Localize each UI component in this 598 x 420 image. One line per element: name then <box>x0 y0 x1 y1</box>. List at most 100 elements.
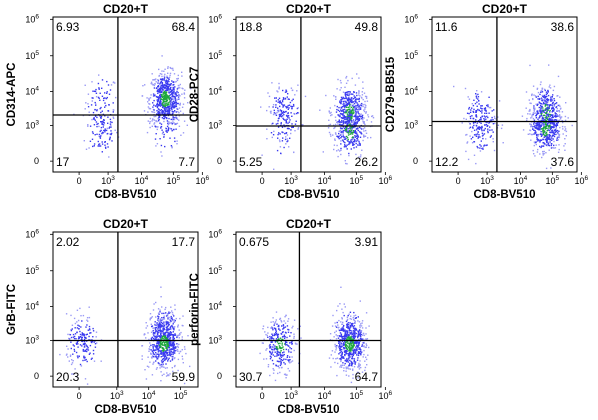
event-point <box>330 366 332 368</box>
event-point <box>302 124 304 126</box>
event-point <box>351 344 353 346</box>
event-point <box>344 350 347 352</box>
event-point <box>173 334 175 336</box>
event-point <box>66 345 68 347</box>
event-point <box>340 99 342 101</box>
event-point <box>152 331 155 334</box>
y-tick-label: 105 <box>404 50 418 61</box>
event-point <box>356 106 359 109</box>
event-point <box>355 153 357 156</box>
event-point <box>359 107 362 109</box>
event-point <box>158 347 161 349</box>
event-point <box>352 345 354 347</box>
event-point <box>271 348 273 350</box>
event-point <box>157 317 159 320</box>
event-point <box>73 345 75 347</box>
event-point <box>183 93 186 95</box>
event-point <box>289 342 291 344</box>
event-point <box>354 98 357 101</box>
event-point <box>494 117 496 119</box>
event-point <box>278 82 280 85</box>
event-point <box>86 333 88 335</box>
event-point <box>360 127 362 129</box>
event-point <box>349 105 351 107</box>
event-point <box>166 107 168 109</box>
event-point <box>266 128 268 130</box>
event-point <box>162 105 165 107</box>
event-point <box>354 135 356 137</box>
event-point <box>337 135 339 138</box>
event-point <box>176 88 179 90</box>
event-point <box>558 134 560 137</box>
event-point <box>166 367 168 369</box>
event-point <box>158 341 160 343</box>
event-point <box>545 115 548 117</box>
event-point <box>556 137 558 139</box>
event-point <box>280 361 282 364</box>
event-point <box>158 329 161 331</box>
event-point <box>105 129 108 132</box>
event-point <box>283 320 285 322</box>
event-point <box>350 381 353 384</box>
event-point <box>477 93 479 96</box>
event-point <box>359 364 361 367</box>
event-point <box>157 112 160 114</box>
event-point <box>495 118 497 120</box>
event-point <box>163 95 165 97</box>
event-point <box>158 97 160 99</box>
event-point <box>553 131 556 133</box>
event-point <box>342 100 345 103</box>
event-point <box>81 320 83 322</box>
event-point <box>158 364 161 366</box>
event-point <box>173 319 176 321</box>
event-point <box>166 131 168 133</box>
event-point <box>171 108 173 111</box>
event-point <box>171 123 173 125</box>
event-point <box>160 78 163 80</box>
event-point <box>280 102 282 104</box>
event-point <box>161 79 164 81</box>
event-point <box>358 118 361 120</box>
event-point <box>358 362 360 365</box>
event-point <box>358 140 360 143</box>
event-point <box>336 357 339 359</box>
event-point <box>362 334 364 336</box>
event-point <box>337 155 339 158</box>
event-point <box>157 351 160 353</box>
event-point <box>539 109 541 111</box>
event-point <box>494 122 496 125</box>
event-point <box>160 102 162 104</box>
event-point <box>165 102 167 105</box>
event-point <box>282 117 284 120</box>
event-point <box>352 112 355 114</box>
event-point <box>343 146 346 148</box>
event-point <box>481 147 483 150</box>
event-point <box>161 361 163 364</box>
event-point <box>100 360 102 362</box>
event-point <box>362 356 364 358</box>
event-point <box>277 120 279 122</box>
event-point <box>283 353 285 356</box>
event-point <box>358 342 360 345</box>
event-point <box>475 116 478 118</box>
event-point <box>158 343 160 345</box>
event-point <box>277 122 279 125</box>
event-point <box>166 95 169 97</box>
event-point <box>278 132 280 134</box>
event-point <box>555 119 557 121</box>
event-point <box>549 119 551 121</box>
event-point <box>344 92 346 94</box>
event-point <box>292 325 294 328</box>
event-point <box>167 104 169 106</box>
event-point <box>356 343 358 345</box>
event-point <box>277 335 279 337</box>
event-point <box>469 111 472 113</box>
event-point <box>152 84 154 86</box>
event-point <box>164 332 166 334</box>
event-point <box>534 142 536 144</box>
event-point <box>352 144 354 146</box>
event-point <box>179 83 181 86</box>
event-point <box>66 353 68 355</box>
event-point <box>178 337 180 339</box>
event-point <box>360 131 362 134</box>
